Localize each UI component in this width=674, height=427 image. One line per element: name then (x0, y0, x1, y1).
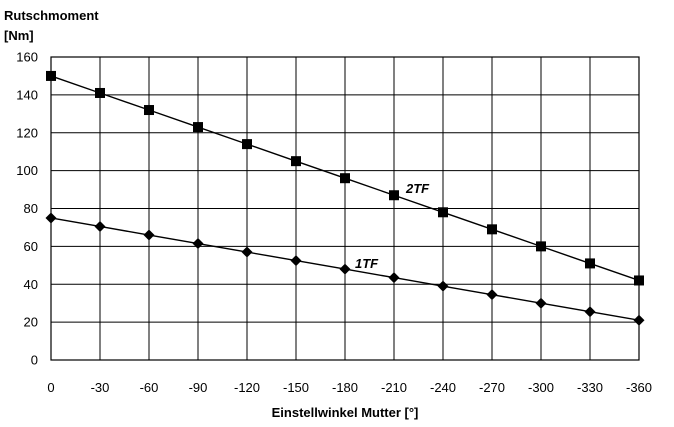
data-point (339, 263, 351, 275)
x-tick-label: -210 (381, 380, 407, 395)
data-point (290, 255, 302, 267)
y-axis-title: Rutschmoment (4, 8, 99, 23)
data-point (95, 87, 105, 98)
data-point (94, 220, 106, 232)
data-point (143, 229, 155, 241)
y-tick-label: 0 (31, 353, 38, 368)
series-2TF: 2TF (46, 70, 644, 286)
data-point (46, 70, 56, 81)
plot-area (50, 56, 640, 361)
y-tick-label: 40 (24, 277, 38, 292)
y-axis-unit: [Nm] (4, 28, 34, 43)
x-tick-label: -30 (91, 380, 110, 395)
x-tick-label: -180 (332, 380, 358, 395)
data-point (45, 212, 57, 224)
data-point (437, 280, 449, 292)
x-tick-label: -120 (234, 380, 260, 395)
data-point (585, 258, 595, 269)
data-point (535, 297, 547, 309)
y-tick-label: 20 (24, 315, 38, 330)
data-point (536, 241, 546, 252)
x-axis-title: Einstellwinkel Mutter [°] (272, 405, 419, 420)
y-tick-label: 80 (24, 201, 38, 216)
x-tick-label: -60 (140, 380, 159, 395)
data-point (192, 238, 204, 250)
data-point (388, 272, 400, 284)
x-tick-label: -360 (626, 380, 652, 395)
x-tick-label: -240 (430, 380, 456, 395)
data-point (633, 314, 645, 326)
data-point (193, 122, 203, 133)
y-axis-ticks: 0 20 40 60 80 100 120 140 160 (16, 50, 38, 368)
data-point (634, 275, 644, 286)
x-tick-label: -270 (479, 380, 505, 395)
data-point (340, 173, 350, 184)
series-group: 2TF 1TF (45, 70, 645, 326)
series-label: 2TF (405, 181, 430, 196)
y-tick-label: 100 (16, 163, 38, 178)
data-point (144, 105, 154, 116)
x-tick-label: -150 (283, 380, 309, 395)
y-tick-label: 140 (16, 87, 38, 102)
data-point (487, 224, 497, 235)
data-point (438, 207, 448, 218)
data-point (242, 139, 252, 150)
x-tick-label: 0 (47, 380, 54, 395)
data-point (486, 289, 498, 301)
x-tick-label: -300 (528, 380, 554, 395)
y-tick-label: 60 (24, 239, 38, 254)
data-point (584, 306, 596, 318)
data-point (241, 246, 253, 258)
series-label: 1TF (355, 256, 379, 271)
x-tick-label: -90 (189, 380, 208, 395)
y-tick-label: 120 (16, 125, 38, 140)
series-1TF: 1TF (45, 212, 645, 326)
grid (50, 56, 640, 361)
y-tick-label: 160 (16, 50, 38, 65)
x-tick-label: -330 (577, 380, 603, 395)
data-point (389, 190, 399, 201)
data-point (291, 156, 301, 167)
x-axis-ticks: 0 -30 -60 -90 -120 -150 -180 -210 -240 -270 -300 -3… (47, 380, 652, 395)
